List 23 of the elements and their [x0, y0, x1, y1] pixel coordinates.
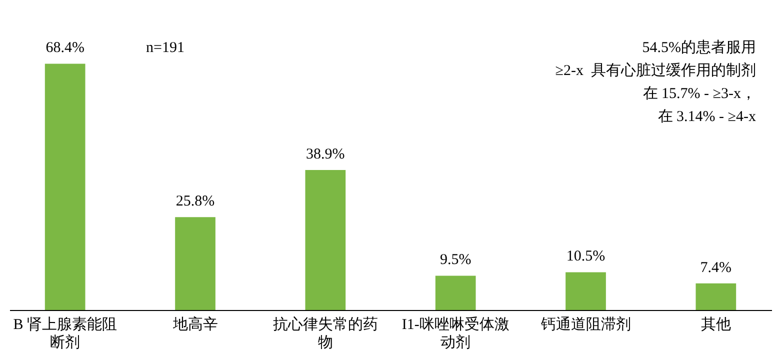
x-tick-label: 抗心律失常的药物	[272, 316, 378, 351]
data-label: 10.5%	[566, 248, 606, 265]
annotation: 在 3.14% - ≥4-x	[658, 108, 756, 125]
x-tick-label: B 肾上腺素能阻断剂	[13, 316, 117, 351]
annotation: ≥2-x 具有心脏过缓作用的制剂	[555, 62, 756, 79]
x-tick-label: 地高辛	[172, 316, 218, 333]
data-label: 9.5%	[440, 252, 472, 268]
text: n=191	[146, 40, 184, 56]
bar	[44, 64, 86, 310]
bar	[435, 276, 476, 310]
annotation: 在 15.7% - ≥3-x，	[642, 85, 756, 102]
data-label: 38.9%	[306, 146, 345, 162]
text: 54.5%的患者服用	[642, 39, 756, 56]
x-tick-label: I1-咪唑啉受体激动剂	[402, 316, 510, 351]
x-tick-label: 钙通道阻滞剂	[540, 316, 631, 333]
bar	[696, 283, 736, 310]
x-tick-label: 其他	[700, 316, 731, 333]
data-label: 25.8%	[176, 194, 215, 210]
bar	[566, 272, 606, 310]
data-label: 7.4%	[700, 260, 732, 276]
bar	[175, 217, 216, 310]
data-label: 68.4%	[46, 40, 84, 56]
bar	[305, 170, 346, 310]
